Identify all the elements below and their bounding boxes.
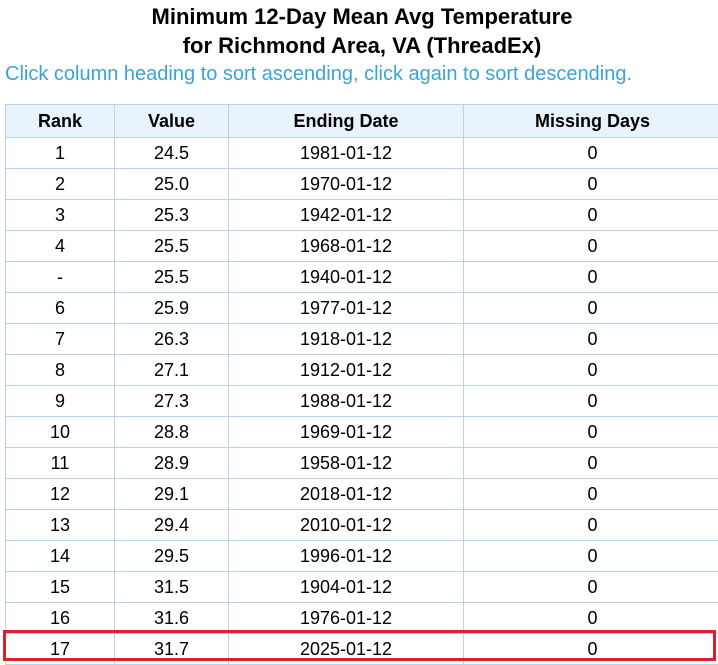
table-cell: 9 [6, 386, 115, 417]
table-cell: 0 [464, 417, 718, 448]
table-cell: 29.1 [115, 479, 229, 510]
table-cell: 7 [6, 324, 115, 355]
table-cell: 0 [464, 510, 718, 541]
table-cell: 1988-01-12 [229, 386, 464, 417]
table-cell: 0 [464, 386, 718, 417]
table-cell: 14 [6, 541, 115, 572]
table-cell: 0 [464, 634, 718, 665]
table-cell: 8 [6, 355, 115, 386]
table-cell: 29.5 [115, 541, 229, 572]
table-cell: 2025-01-12 [229, 634, 464, 665]
column-heading[interactable]: Rank [6, 105, 115, 138]
table-cell: 0 [464, 138, 718, 169]
table-cell: 1942-01-12 [229, 200, 464, 231]
table-cell: 1940-01-12 [229, 262, 464, 293]
table-cell: 6 [6, 293, 115, 324]
column-heading[interactable]: Ending Date [229, 105, 464, 138]
table-cell: 1981-01-12 [229, 138, 464, 169]
table-cell: 25.5 [115, 262, 229, 293]
table-cell: 0 [464, 169, 718, 200]
table-cell: 1970-01-12 [229, 169, 464, 200]
table-cell: 0 [464, 448, 718, 479]
table-cell: 0 [464, 200, 718, 231]
table-cell: 1912-01-12 [229, 355, 464, 386]
table-cell: 1904-01-12 [229, 572, 464, 603]
table-cell: 27.1 [115, 355, 229, 386]
table-cell: 15 [6, 572, 115, 603]
table-cell: 31.7 [115, 634, 229, 665]
table-cell: 16 [6, 603, 115, 634]
table-cell: 26.3 [115, 324, 229, 355]
table-cell: 0 [464, 355, 718, 386]
table-cell: 0 [464, 603, 718, 634]
column-heading[interactable]: Value [115, 105, 229, 138]
table-cell: 24.5 [115, 138, 229, 169]
table-cell: 27.3 [115, 386, 229, 417]
table-cell: 2 [6, 169, 115, 200]
table-cell: 0 [464, 231, 718, 262]
title: Minimum 12-Day Mean Avg Temperature [0, 2, 718, 31]
table-cell: 4 [6, 231, 115, 262]
table-cell: 0 [464, 262, 718, 293]
table-cell: 28.8 [115, 417, 229, 448]
title: for Richmond Area, VA (ThreadEx) [0, 31, 718, 60]
table-cell: 0 [464, 541, 718, 572]
table-cell: 31.6 [115, 603, 229, 634]
table-cell: 1 [6, 138, 115, 169]
table-cell: - [6, 262, 115, 293]
table-cell: 0 [464, 324, 718, 355]
sort-hint: Click column heading to sort ascending, … [5, 61, 632, 87]
table-cell: 1918-01-12 [229, 324, 464, 355]
table-cell: 11 [6, 448, 115, 479]
table-cell: 2018-01-12 [229, 479, 464, 510]
table-cell: 25.5 [115, 231, 229, 262]
table-cell: 17 [6, 634, 115, 665]
table-cell: 25.0 [115, 169, 229, 200]
table-cell: 0 [464, 293, 718, 324]
table-cell: 28.9 [115, 448, 229, 479]
table-cell: 0 [464, 479, 718, 510]
column-heading[interactable]: Missing Days [464, 105, 718, 138]
table-cell: 29.4 [115, 510, 229, 541]
table-cell: 13 [6, 510, 115, 541]
table-cell: 10 [6, 417, 115, 448]
table-cell: 3 [6, 200, 115, 231]
table-cell: 31.5 [115, 572, 229, 603]
table-cell: 1969-01-12 [229, 417, 464, 448]
table-cell: 0 [464, 572, 718, 603]
table-cell: 1977-01-12 [229, 293, 464, 324]
table-cell: 12 [6, 479, 115, 510]
table-cell: 25.9 [115, 293, 229, 324]
table-cell: 1968-01-12 [229, 231, 464, 262]
table-cell: 1996-01-12 [229, 541, 464, 572]
table-cell: 1976-01-12 [229, 603, 464, 634]
table-cell: 2010-01-12 [229, 510, 464, 541]
table-cell: 1958-01-12 [229, 448, 464, 479]
table-cell: 25.3 [115, 200, 229, 231]
